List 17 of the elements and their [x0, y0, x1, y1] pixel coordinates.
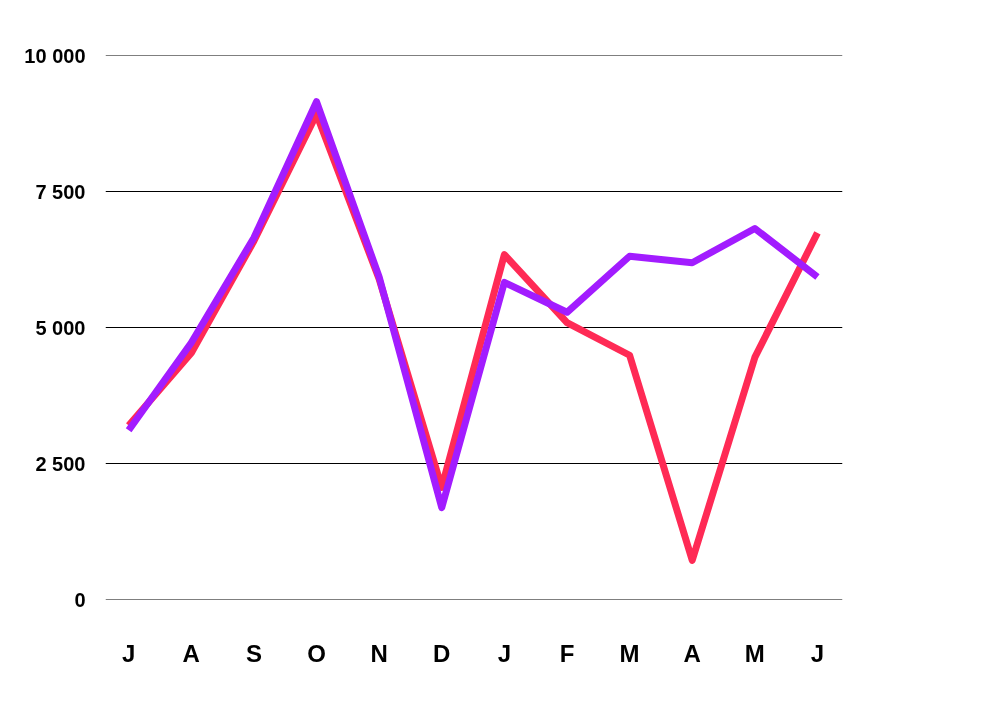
x-tick-label: O: [307, 639, 326, 667]
x-tick-label: J: [810, 639, 825, 667]
x-tick-label: D: [433, 639, 451, 667]
x-tick-label: M: [744, 639, 765, 667]
y-tick-label: 5 000: [35, 316, 86, 339]
x-tick-label: A: [182, 639, 200, 667]
x-tick-label: M: [619, 639, 640, 667]
y-tick-label: 10 000: [24, 44, 86, 67]
x-tick-label: S: [245, 639, 262, 667]
x-tick-label: F: [559, 639, 575, 667]
x-tick-label: A: [683, 639, 701, 667]
x-tick-label: N: [370, 639, 388, 667]
y-tick-label: 7 500: [35, 180, 86, 203]
y-tick-label: 2 500: [35, 452, 86, 475]
x-tick-label: J: [121, 639, 136, 667]
x-tick-label: J: [497, 639, 512, 667]
y-tick-label: 0: [74, 588, 86, 611]
